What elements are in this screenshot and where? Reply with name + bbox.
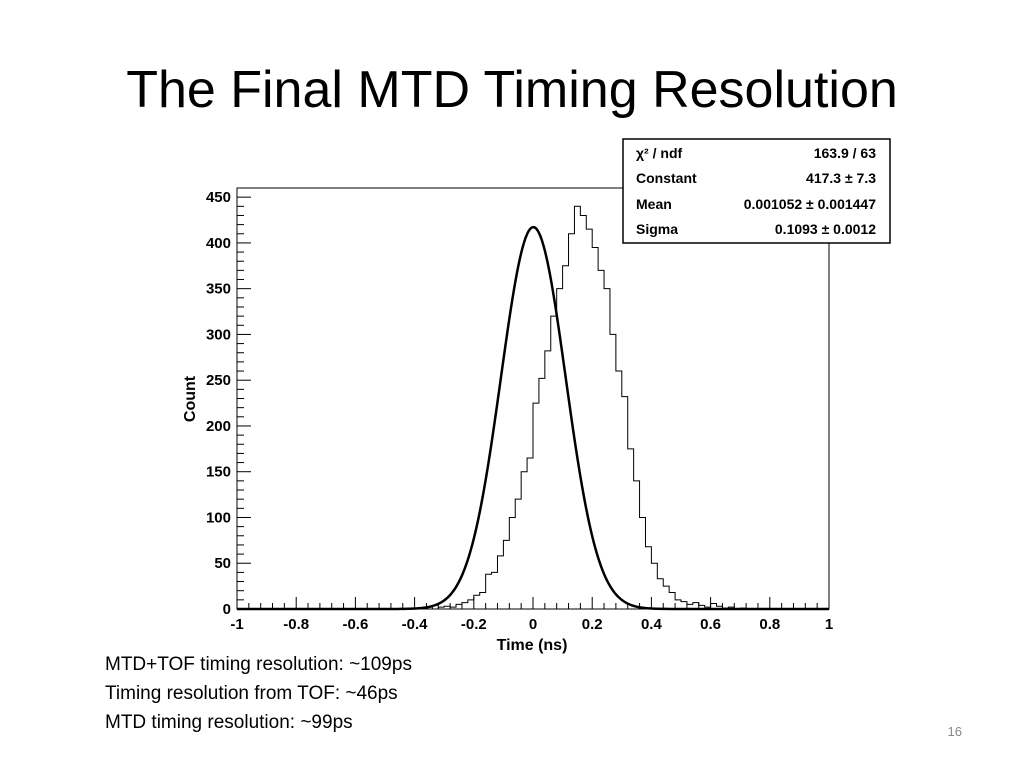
- y-tick-label: 50: [214, 555, 231, 572]
- stats-value-mean: 0.001052 ± 0.001447: [744, 196, 876, 212]
- x-tick-label: -0.8: [283, 616, 309, 633]
- plot-frame: [236, 187, 830, 610]
- stats-label-sigma: Sigma: [636, 221, 678, 237]
- stats-value-sigma: 0.1093 ± 0.0012: [775, 221, 876, 237]
- stats-label-constant: Constant: [636, 170, 697, 186]
- x-tick-label: 0.2: [582, 616, 603, 633]
- y-tick-label: 200: [206, 418, 231, 435]
- page-number: 16: [947, 724, 962, 739]
- x-axis-title: Time (ns): [497, 637, 568, 654]
- y-tick-label: 300: [206, 326, 231, 343]
- y-axis: 0 50 100 150 200 250 300 350 400 450: [206, 187, 251, 618]
- x-tick-label: -0.4: [402, 616, 429, 633]
- stats-label-mean: Mean: [636, 196, 672, 212]
- x-tick-label: 1: [825, 616, 833, 633]
- note-line-mtd: MTD timing resolution: ~99ps: [105, 712, 353, 733]
- stats-value-chi2: 163.9 / 63: [814, 145, 876, 161]
- x-tick-label: -0.6: [342, 616, 368, 633]
- stats-label-chi2: χ² / ndf: [636, 145, 682, 161]
- y-tick-label: 0: [223, 601, 231, 618]
- summary-notes: MTD+TOF timing resolution: ~109ps Timing…: [105, 650, 412, 737]
- x-tick-label: 0.8: [759, 616, 780, 633]
- y-tick-label: 450: [206, 189, 231, 206]
- x-tick-label: -0.2: [461, 616, 487, 633]
- slide-title: The Final MTD Timing Resolution: [126, 61, 898, 119]
- note-line-tof: Timing resolution from TOF: ~46ps: [105, 683, 398, 704]
- x-tick-label: 0.6: [700, 616, 721, 633]
- y-tick-label: 250: [206, 372, 231, 389]
- x-tick-label: -1: [230, 616, 243, 633]
- stats-value-constant: 417.3 ± 7.3: [806, 170, 876, 186]
- x-tick-label: 0.4: [641, 616, 663, 633]
- histogram-series: [237, 205, 829, 610]
- y-tick-label: 350: [206, 281, 231, 298]
- y-axis-title: Count: [182, 375, 199, 422]
- stats-box: χ² / ndf 163.9 / 63 Constant 417.3 ± 7.3…: [622, 138, 891, 244]
- x-tick-label: 0: [529, 616, 537, 633]
- stats-box-frame: [622, 138, 891, 244]
- x-axis: -1 -0.8 -0.6 -0.4 -0.2 0 0.2 0.4 0.6 0.8 1: [230, 597, 833, 633]
- gaussian-fit-curve: [237, 225, 829, 611]
- y-tick-label: 150: [206, 464, 231, 481]
- y-tick-label: 100: [206, 509, 231, 526]
- y-tick-label: 400: [206, 235, 231, 252]
- note-line-combined: MTD+TOF timing resolution: ~109ps: [105, 654, 412, 675]
